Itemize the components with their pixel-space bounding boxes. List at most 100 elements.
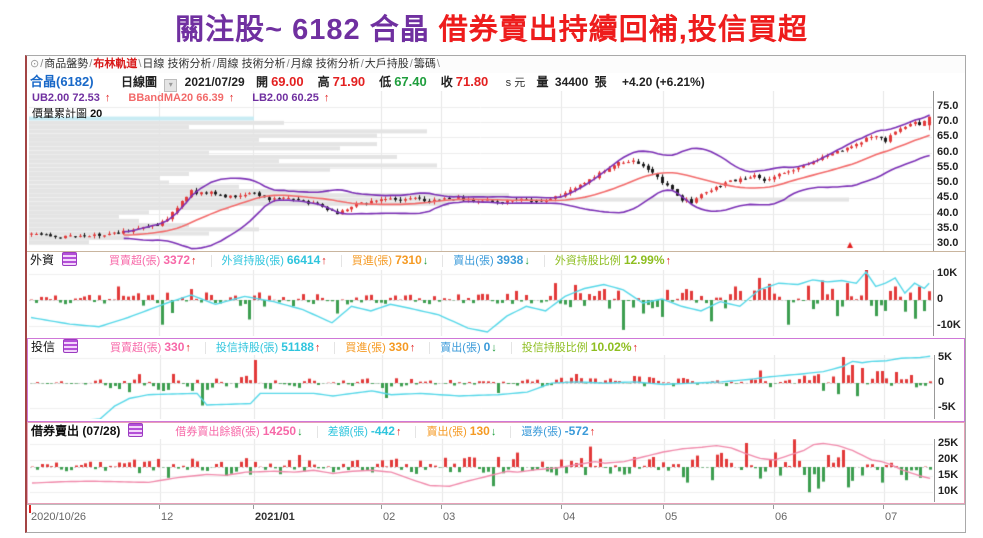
arrow-up-icon: ↑	[185, 342, 191, 354]
price-高-value: 71.90	[332, 74, 366, 89]
lending-axis: 25K 20K 15K 10K	[934, 437, 966, 502]
price-tick: 55.0	[937, 160, 959, 173]
field-value: 130	[469, 424, 490, 438]
field-label: 還券(張)	[521, 426, 562, 438]
arrow-up-icon: ↑	[409, 342, 416, 354]
ohlc-values: 開 69.00 高 71.90 低 67.40 收 71.80	[256, 74, 502, 89]
field-label: 賣出(張)	[453, 255, 494, 267]
arrow-down-icon: ↓	[524, 255, 530, 267]
field-value: -442	[370, 424, 395, 438]
field-label: 賣出(張)	[440, 342, 481, 354]
field-value: 10.02%	[590, 340, 632, 354]
field-2: 買進(張) 7310↓	[340, 253, 429, 267]
tab-item-1[interactable]: 布林軌道	[93, 58, 138, 70]
arrow-up-icon: ↑	[665, 255, 672, 267]
panel-foreign-title: 外資	[30, 253, 55, 267]
volume-profile-legend: 價量累計圖 20	[32, 108, 103, 120]
panel-trust: 投信 買賣超(張) 330↑ 投信持股(張) 51188↑ 買進(張) 330↑ 賣出(張) 0…	[27, 338, 965, 422]
short-lending-chart[interactable]	[30, 439, 933, 502]
arrow-up-icon: ↑	[314, 342, 321, 354]
page-title: 關注股~ 6182 合晶 借券賣出持續回補,投信買超	[0, 6, 983, 48]
tab-item-0[interactable]: 商品盤勢	[44, 58, 89, 70]
list-settings-icon[interactable]	[128, 423, 144, 437]
field-1: 投信持股(張) 51188↑	[204, 340, 321, 354]
x-label-03: 03	[443, 511, 456, 523]
x-tick	[561, 505, 562, 509]
chart-type-label: 日線圖	[120, 75, 157, 89]
axis-tick: 0	[938, 376, 945, 388]
field-label: 借券賣出餘額(張)	[175, 426, 260, 438]
tab-item-5[interactable]: 大戶持股	[364, 58, 409, 70]
x-tick	[883, 505, 884, 509]
x-label-06: 06	[775, 511, 788, 523]
field-value: 51188	[281, 340, 314, 354]
x-label-12: 12	[161, 511, 174, 523]
tab-item-3[interactable]: 周線 技術分析	[216, 58, 286, 70]
arrow-up-icon: ↑	[321, 255, 327, 267]
list-settings-icon[interactable]	[62, 252, 78, 266]
x-tick	[663, 505, 664, 509]
field-label: 買賣超(張)	[110, 342, 162, 354]
indicator-2: LB2.00 60.25	[252, 92, 319, 104]
window-toggle-icon[interactable]: ⊙	[30, 58, 40, 70]
field-label: 買賣超(張)	[109, 255, 161, 267]
price-低-label: 低	[379, 75, 392, 89]
x-label-05: 05	[665, 511, 678, 523]
field-3: 賣出(張) 0↓	[429, 340, 497, 354]
trust-net-buy-chart[interactable]	[30, 355, 933, 419]
arrow-up-icon: ↑	[589, 426, 596, 438]
tab-item-4[interactable]: 月線 技術分析	[290, 58, 360, 70]
tab-item-6[interactable]: 籌碼	[413, 58, 436, 70]
origin-tick	[29, 505, 31, 513]
panel-lending-header: 借券賣出 (07/28) 借券賣出餘額(張) 14250↓ 差額(張) -442↑ 賣出(…	[28, 423, 964, 439]
stock-chart-widget: ⊙/商品盤勢/布林軌道\日線 技術分析/周線 技術分析/月線 技術分析/大戶持股…	[25, 55, 966, 533]
tab-bar: ⊙/商品盤勢/布林軌道\日線 技術分析/周線 技術分析/月線 技術分析/大戶持股…	[27, 56, 965, 73]
x-tick	[381, 505, 382, 509]
list-settings-icon[interactable]	[63, 339, 79, 353]
axis-tick: 20K	[938, 453, 959, 465]
x-label-02: 02	[383, 511, 396, 523]
field-label: 投信持股(張)	[215, 342, 279, 354]
trust-axis: 5K 0 -5K	[934, 351, 966, 419]
symbol-label: 合晶(6182)	[30, 74, 94, 89]
change-value: +4.20 (+6.21%)	[621, 75, 705, 89]
indicator-1: BBandMA20 66.39	[128, 92, 224, 104]
arrow-up-icon: ↑	[632, 342, 639, 354]
x-tick	[773, 505, 774, 509]
info-bar: 合晶(6182) 日線圖 ▾ 2021/07/29 開 69.00 高 71.90 低 6…	[27, 73, 965, 92]
arrow-up-icon: ↑	[104, 92, 111, 104]
price-tick: 30.0	[937, 236, 959, 249]
price-tick: 60.0	[937, 145, 959, 158]
price-高-label: 高	[317, 75, 330, 89]
arrow-down-icon: ↓	[491, 342, 497, 354]
x-label-2021/01: 2021/01	[255, 511, 295, 523]
panel-trust-header: 投信 買賣超(張) 330↑ 投信持股(張) 51188↑ 買進(張) 330↑ 賣出(張) 0…	[28, 339, 964, 355]
field-1: 外資持股(張) 66414↑	[210, 253, 327, 267]
panel-foreign: 外資 買賣超(張) 3372↑ 外資持股(張) 66414↑ 買進(張) 7310↓ 賣出(張…	[27, 251, 965, 338]
field-value: 66414	[286, 253, 321, 267]
field-label: 買進(張)	[345, 342, 386, 354]
arrow-down-icon: ↓	[490, 426, 497, 438]
main-candlestick-chart[interactable]	[29, 91, 932, 251]
price-tick: 70.0	[937, 115, 959, 128]
x-tick	[441, 505, 442, 509]
x-label-07: 07	[885, 511, 898, 523]
field-value: 12.99%	[623, 253, 665, 267]
field-value: 14250	[262, 424, 297, 438]
page-title-note: 借券賣出持續回補,投信買超	[438, 14, 808, 46]
field-label: 外資持股(張)	[221, 255, 284, 267]
foreign-net-buy-chart[interactable]	[29, 270, 932, 336]
tab-item-2[interactable]: 日線 技術分析	[142, 58, 212, 70]
field-label: 差額(張)	[327, 426, 368, 438]
field-value: 3372	[163, 253, 191, 267]
price-開-value: 69.00	[271, 74, 304, 89]
axis-tick: 5K	[938, 351, 953, 363]
arrow-up-icon: ↑	[395, 426, 402, 438]
page-title-stock: 關注股~ 6182 合晶	[175, 14, 439, 46]
x-label-2020/10/26: 2020/10/26	[31, 511, 87, 523]
arrow-up-icon: ↑	[323, 92, 330, 104]
field-1: 差額(張) -442↑	[316, 424, 402, 438]
field-4: 外資持股比例 12.99%↑	[543, 253, 672, 267]
panel-lending: 借券賣出 (07/28) 借券賣出餘額(張) 14250↓ 差額(張) -442↑ 賣出(…	[27, 422, 965, 504]
field-0: 借券賣出餘額(張) 14250↓	[165, 424, 302, 438]
